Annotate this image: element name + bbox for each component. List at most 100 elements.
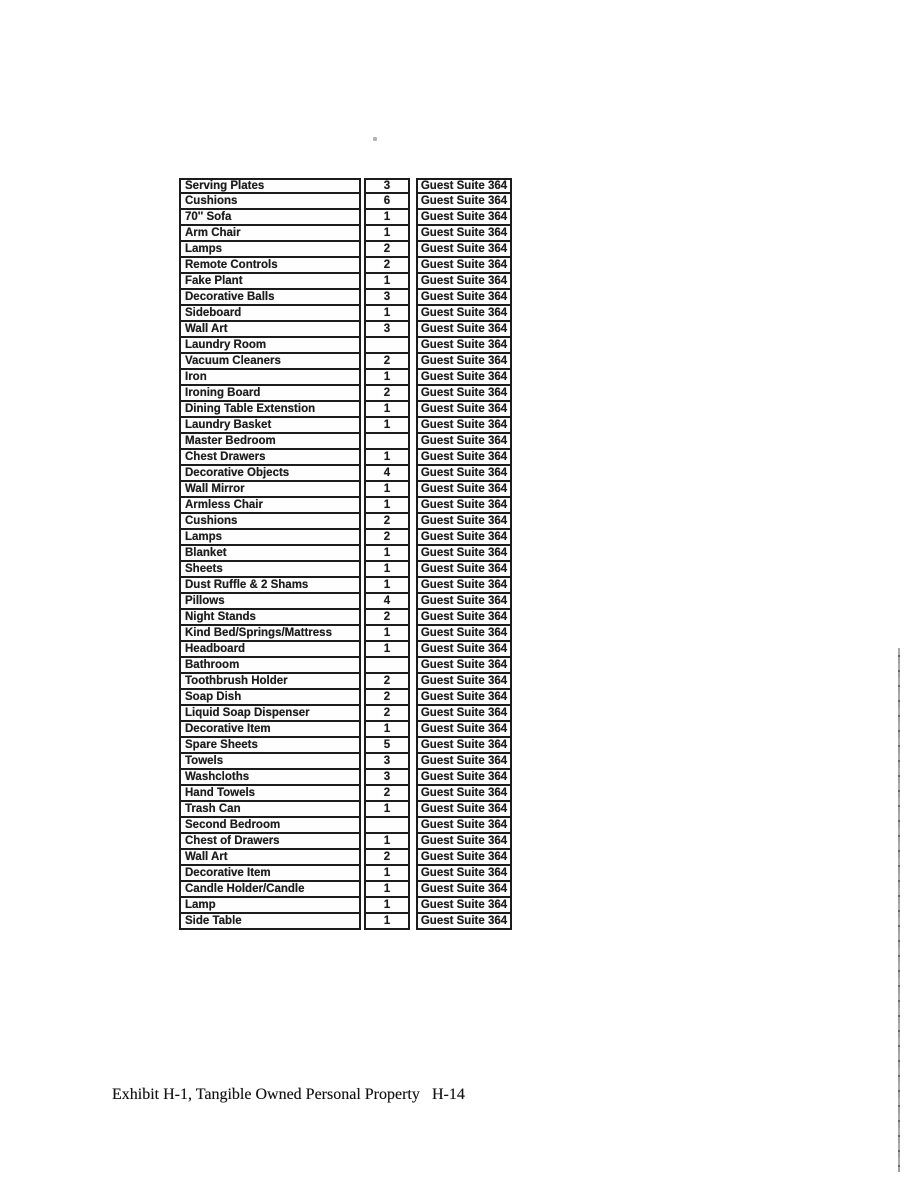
- quantity-cell: 1: [364, 274, 410, 290]
- location-cell: Guest Suite 364: [416, 546, 512, 562]
- table-row: Fake Plant 1 Guest Suite 364: [179, 274, 512, 290]
- quantity-cell: 1: [364, 546, 410, 562]
- item-name-cell: Blanket: [179, 546, 361, 562]
- item-name-cell: Cushions: [179, 514, 361, 530]
- location-cell: Guest Suite 364: [416, 258, 512, 274]
- location-cell: Guest Suite 364: [416, 642, 512, 658]
- table-row: Chest of Drawers 1 Guest Suite 364: [179, 834, 512, 850]
- quantity-cell: 1: [364, 626, 410, 642]
- quantity-cell: 1: [364, 898, 410, 914]
- quantity-cell: 1: [364, 370, 410, 386]
- item-name-cell: Arm Chair: [179, 226, 361, 242]
- table-row: Sideboard 1 Guest Suite 364: [179, 306, 512, 322]
- item-name-cell: Lamp: [179, 898, 361, 914]
- item-name-cell: Wall Art: [179, 322, 361, 338]
- table-row: Sheets 1 Guest Suite 364: [179, 562, 512, 578]
- item-name-cell: Chest of Drawers: [179, 834, 361, 850]
- quantity-cell: 6: [364, 194, 410, 210]
- quantity-cell: 1: [364, 882, 410, 898]
- inventory-table: Serving Plates 3 Guest Suite 364 Cushions 6 G…: [179, 178, 512, 930]
- location-cell: Guest Suite 364: [416, 354, 512, 370]
- item-name-cell: Hand Towels: [179, 786, 361, 802]
- location-cell: Guest Suite 364: [416, 754, 512, 770]
- location-cell: Guest Suite 364: [416, 834, 512, 850]
- quantity-cell: 3: [364, 178, 410, 194]
- quantity-cell: 1: [364, 834, 410, 850]
- table-row: Second Bedroom Guest Suite 364: [179, 818, 512, 834]
- location-cell: Guest Suite 364: [416, 578, 512, 594]
- quantity-cell: 1: [364, 226, 410, 242]
- location-cell: Guest Suite 364: [416, 610, 512, 626]
- item-name-cell: Decorative Objects: [179, 466, 361, 482]
- table-row: Lamp 1 Guest Suite 364: [179, 898, 512, 914]
- item-name-cell: Armless Chair: [179, 498, 361, 514]
- table-row: Decorative Objects 4 Guest Suite 364: [179, 466, 512, 482]
- location-cell: Guest Suite 364: [416, 290, 512, 306]
- table-row: Pillows 4 Guest Suite 364: [179, 594, 512, 610]
- location-cell: Guest Suite 364: [416, 450, 512, 466]
- item-name-cell: Lamps: [179, 530, 361, 546]
- quantity-cell: 1: [364, 498, 410, 514]
- location-cell: Guest Suite 364: [416, 178, 512, 194]
- item-name-cell: Candle Holder/Candle: [179, 882, 361, 898]
- item-name-cell: Washcloths: [179, 770, 361, 786]
- quantity-cell: 1: [364, 562, 410, 578]
- item-name-cell: Laundry Basket: [179, 418, 361, 434]
- quantity-cell: 1: [364, 402, 410, 418]
- quantity-cell: 1: [364, 306, 410, 322]
- location-cell: Guest Suite 364: [416, 914, 512, 930]
- table-row: Washcloths 3 Guest Suite 364: [179, 770, 512, 786]
- location-cell: Guest Suite 364: [416, 498, 512, 514]
- item-name-cell: Soap Dish: [179, 690, 361, 706]
- table-row: Lamps 2 Guest Suite 364: [179, 242, 512, 258]
- item-name-cell: 70'' Sofa: [179, 210, 361, 226]
- quantity-cell: 2: [364, 514, 410, 530]
- item-name-cell: Laundry Room: [179, 338, 361, 354]
- table-row: Trash Can 1 Guest Suite 364: [179, 802, 512, 818]
- quantity-cell: [364, 658, 410, 674]
- quantity-cell: 3: [364, 754, 410, 770]
- item-name-cell: Wall Mirror: [179, 482, 361, 498]
- quantity-cell: 1: [364, 642, 410, 658]
- location-cell: Guest Suite 364: [416, 482, 512, 498]
- table-row: Kind Bed/Springs/Mattress 1 Guest Suite 36…: [179, 626, 512, 642]
- item-name-cell: Remote Controls: [179, 258, 361, 274]
- location-cell: Guest Suite 364: [416, 818, 512, 834]
- table-row: Vacuum Cleaners 2 Guest Suite 364: [179, 354, 512, 370]
- table-row: Cushions 6 Guest Suite 364: [179, 194, 512, 210]
- location-cell: Guest Suite 364: [416, 850, 512, 866]
- quantity-cell: 1: [364, 210, 410, 226]
- quantity-cell: 1: [364, 482, 410, 498]
- item-name-cell: Lamps: [179, 242, 361, 258]
- table-row: Soap Dish 2 Guest Suite 364: [179, 690, 512, 706]
- location-cell: Guest Suite 364: [416, 658, 512, 674]
- location-cell: Guest Suite 364: [416, 514, 512, 530]
- exhibit-label: Exhibit H-1, Tangible Owned Personal Pro…: [112, 1086, 420, 1103]
- quantity-cell: 2: [364, 850, 410, 866]
- quantity-cell: 1: [364, 450, 410, 466]
- item-name-cell: Pillows: [179, 594, 361, 610]
- location-cell: Guest Suite 364: [416, 898, 512, 914]
- item-name-cell: Spare Sheets: [179, 738, 361, 754]
- location-cell: Guest Suite 364: [416, 626, 512, 642]
- quantity-cell: [364, 434, 410, 450]
- item-name-cell: Decorative Item: [179, 866, 361, 882]
- quantity-cell: 2: [364, 786, 410, 802]
- item-name-cell: Night Stands: [179, 610, 361, 626]
- location-cell: Guest Suite 364: [416, 530, 512, 546]
- table-row: 70'' Sofa 1 Guest Suite 364: [179, 210, 512, 226]
- quantity-cell: 4: [364, 594, 410, 610]
- location-cell: Guest Suite 364: [416, 786, 512, 802]
- quantity-cell: 1: [364, 418, 410, 434]
- table-row: Hand Towels 2 Guest Suite 364: [179, 786, 512, 802]
- item-name-cell: Side Table: [179, 914, 361, 930]
- item-name-cell: Dining Table Extenstion: [179, 402, 361, 418]
- table-row: Ironing Board 2 Guest Suite 364: [179, 386, 512, 402]
- table-row: Decorative Item 1 Guest Suite 364: [179, 722, 512, 738]
- table-row: Toothbrush Holder 2 Guest Suite 364: [179, 674, 512, 690]
- quantity-cell: 1: [364, 722, 410, 738]
- location-cell: Guest Suite 364: [416, 434, 512, 450]
- quantity-cell: 2: [364, 690, 410, 706]
- location-cell: Guest Suite 364: [416, 674, 512, 690]
